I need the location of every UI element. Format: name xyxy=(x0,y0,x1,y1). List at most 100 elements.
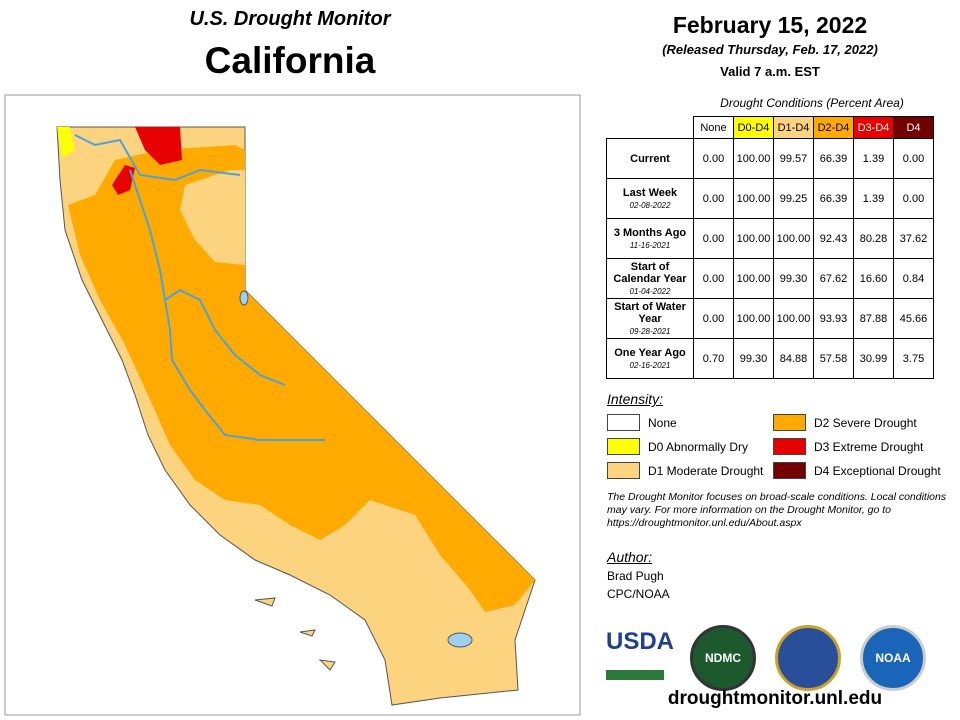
river xyxy=(129,169,325,441)
cell: 100.00 xyxy=(773,298,814,339)
cell: 16.60 xyxy=(853,258,894,299)
table-row: Last Week 02-08-2022 0.00 100.00 99.25 66.39 1… xyxy=(606,178,934,219)
cell: 99.30 xyxy=(733,338,774,379)
row-date: 02-16-2021 xyxy=(629,361,671,370)
row-label: Current xyxy=(606,138,694,179)
valid-time: Valid 7 a.m. EST xyxy=(720,64,820,79)
row-name: Start of Calendar Year xyxy=(613,261,687,285)
cell: 57.58 xyxy=(813,338,854,379)
legend-swatch xyxy=(773,438,806,455)
author-title: Author: xyxy=(607,549,653,565)
cell: 1.39 xyxy=(853,178,894,219)
row-name: One Year Ago xyxy=(614,347,686,359)
region-d3-spot xyxy=(112,165,135,195)
row-date: 02-08-2022 xyxy=(629,201,671,210)
row-date: 09-28-2021 xyxy=(629,327,671,336)
legend-label: D2 Severe Drought xyxy=(814,415,917,430)
column-header: D3-D4 xyxy=(853,116,894,139)
map xyxy=(4,94,581,716)
island xyxy=(254,597,276,607)
legend-swatch xyxy=(607,438,640,455)
legend-item: D1 Moderate Drought xyxy=(607,462,763,479)
title: U.S. Drought Monitor xyxy=(189,8,391,30)
cell: 0.00 xyxy=(693,258,734,299)
legend-label: D0 Abnormally Dry xyxy=(648,439,749,454)
row-date: 11-16-2021 xyxy=(629,241,671,250)
region-d2 xyxy=(68,145,535,612)
table-caption: Drought Conditions (Percent Area) xyxy=(720,96,904,110)
island xyxy=(318,659,336,671)
state-name: California xyxy=(204,40,376,81)
cell: 0.00 xyxy=(893,178,934,219)
cell: 0.00 xyxy=(693,178,734,219)
cell: 93.93 xyxy=(813,298,854,339)
cell: 0.00 xyxy=(693,218,734,259)
legend-item: D0 Abnormally Dry xyxy=(607,438,748,455)
cell: 0.70 xyxy=(693,338,734,379)
row-label: 3 Months Ago 11-16-2021 xyxy=(606,218,694,259)
cell: 100.00 xyxy=(733,178,774,219)
legend-swatch xyxy=(607,414,640,431)
url: droughtmonitor.unl.edu xyxy=(667,688,883,709)
cell: 0.00 xyxy=(693,298,734,339)
region-d0 xyxy=(57,127,75,158)
table-row: 3 Months Ago 11-16-2021 0.00 100.00 100.00 92… xyxy=(606,218,934,259)
logo-commerce xyxy=(775,625,841,691)
map-date: February 15, 2022 xyxy=(672,12,868,38)
salton-sea xyxy=(447,632,473,648)
table-row: Current 0.00 100.00 99.57 66.39 1.39 0.00 xyxy=(606,138,934,179)
cell: 92.43 xyxy=(813,218,854,259)
logo-usda: USDA xyxy=(606,628,674,680)
region-d3-north xyxy=(135,127,182,165)
cell: 100.00 xyxy=(733,298,774,339)
cell: 87.88 xyxy=(853,298,894,339)
author-org: CPC/NOAA xyxy=(607,587,670,601)
logo-noaa: NOAA xyxy=(860,625,926,691)
cell: 100.00 xyxy=(733,258,774,299)
table-row: Start of Water Year 09-28-2021 0.00 100.00 1… xyxy=(606,298,934,339)
cell: 37.62 xyxy=(893,218,934,259)
cell: 1.39 xyxy=(853,138,894,179)
row-name: Last Week xyxy=(622,187,678,199)
river xyxy=(164,288,286,386)
legend-item: D4 Exceptional Drought xyxy=(773,462,941,479)
cell: 100.00 xyxy=(773,218,814,259)
row-label: Last Week 02-08-2022 xyxy=(606,178,694,219)
row-label: One Year Ago 02-16-2021 xyxy=(606,338,694,379)
cell: 66.39 xyxy=(813,138,854,179)
author-name: Brad Pugh xyxy=(607,569,664,583)
river xyxy=(74,134,241,182)
cell: 84.88 xyxy=(773,338,814,379)
cell: 80.28 xyxy=(853,218,894,259)
column-header: D4 xyxy=(893,116,934,139)
row-date: 01-04-2022 xyxy=(629,287,671,296)
legend-swatch xyxy=(773,462,806,479)
row-name: 3 Months Ago xyxy=(613,227,687,239)
cell: 0.84 xyxy=(893,258,934,299)
note: The Drought Monitor focuses on broad-sca… xyxy=(607,491,947,529)
legend-label: D3 Extreme Drought xyxy=(814,439,924,454)
cell: 67.62 xyxy=(813,258,854,299)
row-name: Current xyxy=(630,152,670,165)
cell: 0.00 xyxy=(893,138,934,179)
legend-label: None xyxy=(648,415,677,430)
column-header: D2-D4 xyxy=(813,116,854,139)
release-date: (Released Thursday, Feb. 17, 2022) xyxy=(662,42,878,57)
row-label: Start of Water Year 09-28-2021 xyxy=(606,298,694,339)
row-name: Start of Water Year xyxy=(614,301,686,325)
cell: 100.00 xyxy=(733,138,774,179)
table-row: One Year Ago 02-16-2021 0.70 99.30 84.88 57.5… xyxy=(606,338,934,379)
legend-swatch xyxy=(607,462,640,479)
legend-swatch xyxy=(773,414,806,431)
legend-item: D3 Extreme Drought xyxy=(773,438,923,455)
legend-item: None xyxy=(607,414,677,431)
corner xyxy=(607,117,694,139)
column-header: D0-D4 xyxy=(733,116,774,139)
lake-tahoe xyxy=(239,290,249,306)
cell: 0.00 xyxy=(693,138,734,179)
column-header: D1-D4 xyxy=(773,116,814,139)
legend-label: D4 Exceptional Drought xyxy=(814,463,941,478)
cell: 3.75 xyxy=(893,338,934,379)
logo-ndmc: NDMC xyxy=(690,625,756,691)
